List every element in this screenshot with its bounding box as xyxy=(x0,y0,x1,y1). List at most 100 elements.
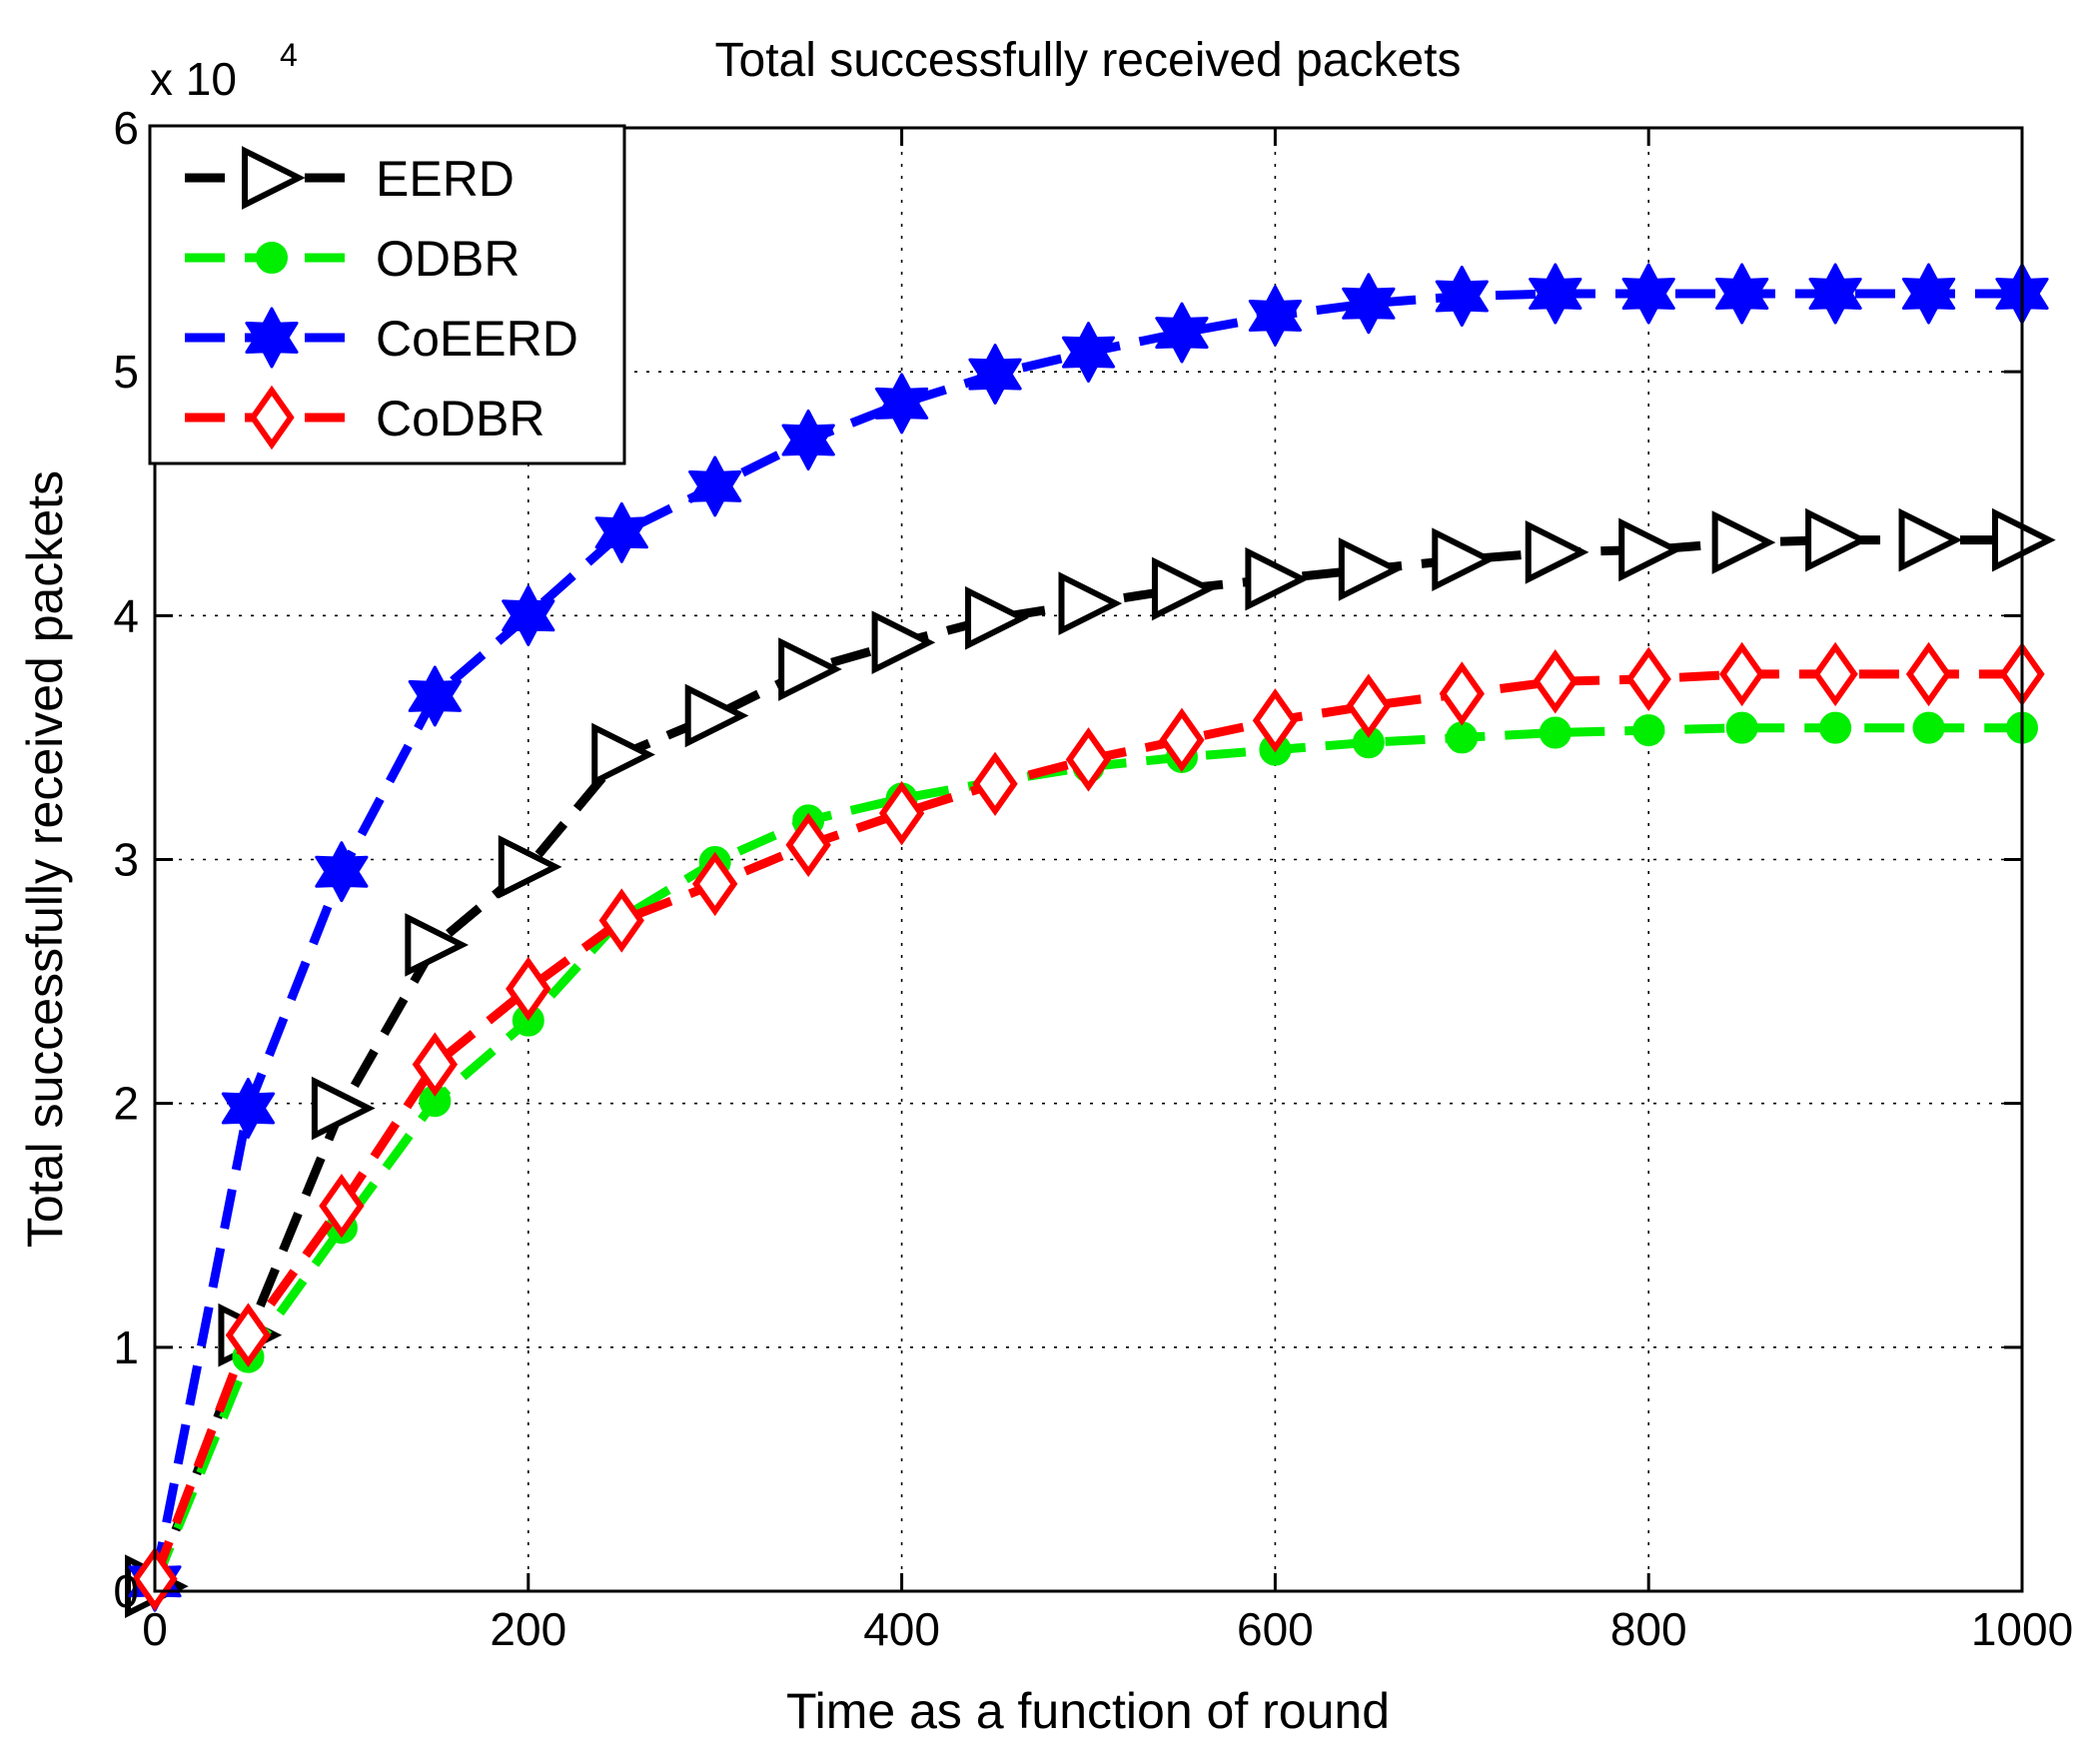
data-point-codbr xyxy=(506,956,551,1022)
data-point-codbr xyxy=(1346,673,1392,738)
data-point-codbr xyxy=(1159,707,1205,773)
data-point-eerd xyxy=(405,913,470,977)
data-point-eerd xyxy=(1525,519,1589,584)
data-point-codbr xyxy=(1718,641,1765,707)
data-point-odbr xyxy=(1632,714,1665,747)
data-point-eerd xyxy=(1432,527,1497,592)
legend-label: ODBR xyxy=(376,231,520,287)
y-tick-label: 1 xyxy=(113,1322,139,1373)
legend-box xyxy=(148,124,626,465)
legend-entry-coeerd: CoEERD xyxy=(185,307,578,369)
x-tick-label: 200 xyxy=(490,1603,566,1655)
data-point-eerd xyxy=(965,585,1029,650)
data-point-eerd xyxy=(591,722,655,787)
data-point-coeerd xyxy=(1061,322,1116,384)
data-point-coeerd xyxy=(1621,263,1675,325)
data-point-codbr xyxy=(319,1174,365,1239)
data-point-eerd xyxy=(1058,571,1123,635)
data-point-coeerd xyxy=(1248,285,1302,347)
y-tick-label: 3 xyxy=(113,834,139,886)
data-point-codbr xyxy=(1252,688,1299,753)
data-point-odbr xyxy=(1725,711,1758,744)
data-point-codbr xyxy=(1625,646,1671,712)
data-point-coeerd xyxy=(408,665,462,727)
x-tick-label: 0 xyxy=(142,1603,168,1655)
x-tick-label: 800 xyxy=(1610,1603,1687,1655)
series-coeerd xyxy=(128,263,2049,1612)
chart-title: Total successfully received packets xyxy=(715,34,1462,87)
data-point-codbr xyxy=(1065,727,1112,792)
data-point-coeerd xyxy=(1808,263,1862,325)
data-point-codbr xyxy=(1533,649,1578,714)
data-point-codbr xyxy=(972,751,1018,817)
data-point-coeerd xyxy=(781,410,835,470)
data-point-eerd xyxy=(1618,517,1682,582)
x-tick-label: 600 xyxy=(1237,1603,1314,1655)
data-point-eerd xyxy=(1898,507,1963,572)
y-tick-label: 4 xyxy=(113,589,139,641)
legend: EERD ODBR CoEERD CoDBR xyxy=(148,124,626,465)
data-point-eerd xyxy=(1805,507,1869,572)
data-point-coeerd xyxy=(1901,263,1956,325)
series-codbr xyxy=(132,641,2045,1612)
data-point-coeerd xyxy=(502,584,555,646)
data-point-eerd xyxy=(1245,546,1310,611)
data-point-codbr xyxy=(878,780,925,846)
legend-label: EERD xyxy=(376,151,515,207)
legend-marker-eerd xyxy=(242,146,306,210)
data-point-codbr xyxy=(692,851,738,917)
data-point-coeerd xyxy=(688,455,742,517)
data-point-eerd xyxy=(684,683,749,748)
series-line-codbr xyxy=(150,669,2022,1581)
legend-marker-odbr xyxy=(256,242,288,274)
series-line-odbr xyxy=(150,723,2022,1586)
series-odbr xyxy=(139,711,2038,1600)
data-point-odbr xyxy=(1912,711,1945,744)
data-point-eerd xyxy=(778,637,842,701)
legend-marker-codbr xyxy=(249,385,295,450)
series-layer xyxy=(125,263,2056,1618)
data-point-eerd xyxy=(871,610,936,675)
data-point-coeerd xyxy=(1342,273,1396,335)
data-point-eerd xyxy=(1151,556,1216,621)
y-tick-label: 2 xyxy=(113,1078,139,1130)
data-point-eerd xyxy=(311,1076,376,1141)
data-point-coeerd xyxy=(315,841,369,903)
x-tick-label: 400 xyxy=(863,1603,940,1655)
data-point-codbr xyxy=(1439,661,1485,726)
y-exponent-label: x 10 xyxy=(150,53,237,105)
legend-label: CoEERD xyxy=(376,311,578,367)
y-tick-label: 5 xyxy=(113,346,139,398)
data-point-coeerd xyxy=(1155,302,1209,364)
x-axis-label: Time as a function of round xyxy=(786,1683,1390,1739)
legend-label: CoDBR xyxy=(376,391,544,446)
data-point-codbr xyxy=(598,888,644,953)
data-point-odbr xyxy=(1819,711,1852,744)
data-point-coeerd xyxy=(1529,263,1582,325)
legend-entry-odbr: ODBR xyxy=(185,231,520,287)
data-point-coeerd xyxy=(968,344,1022,406)
data-point-coeerd xyxy=(875,373,929,435)
y-exponent-power: 4 xyxy=(280,37,298,73)
data-point-coeerd xyxy=(1715,263,1769,325)
y-axis-label: Total successfully received packets xyxy=(17,470,73,1248)
data-point-coeerd xyxy=(1435,266,1489,327)
legend-marker-coeerd xyxy=(245,307,299,369)
data-point-codbr xyxy=(1905,641,1952,707)
data-point-coeerd xyxy=(594,501,648,563)
data-point-codbr xyxy=(785,812,831,878)
data-point-codbr xyxy=(225,1303,272,1367)
data-point-eerd xyxy=(1338,537,1403,601)
y-tick-label: 0 xyxy=(113,1565,139,1617)
x-tick-label: 1000 xyxy=(1971,1603,2073,1655)
legend-entry-eerd: EERD xyxy=(185,146,515,210)
data-point-coeerd xyxy=(221,1078,276,1139)
data-point-eerd xyxy=(498,834,562,899)
legend-entry-codbr: CoDBR xyxy=(185,385,544,450)
data-point-codbr xyxy=(412,1032,459,1097)
data-point-odbr xyxy=(1539,716,1572,749)
data-point-odbr xyxy=(1446,721,1479,754)
tick-layer: 0 200 400 600 800 1000 0 1 2 3 4 5 6 xyxy=(113,102,2073,1655)
data-point-eerd xyxy=(1711,510,1776,574)
